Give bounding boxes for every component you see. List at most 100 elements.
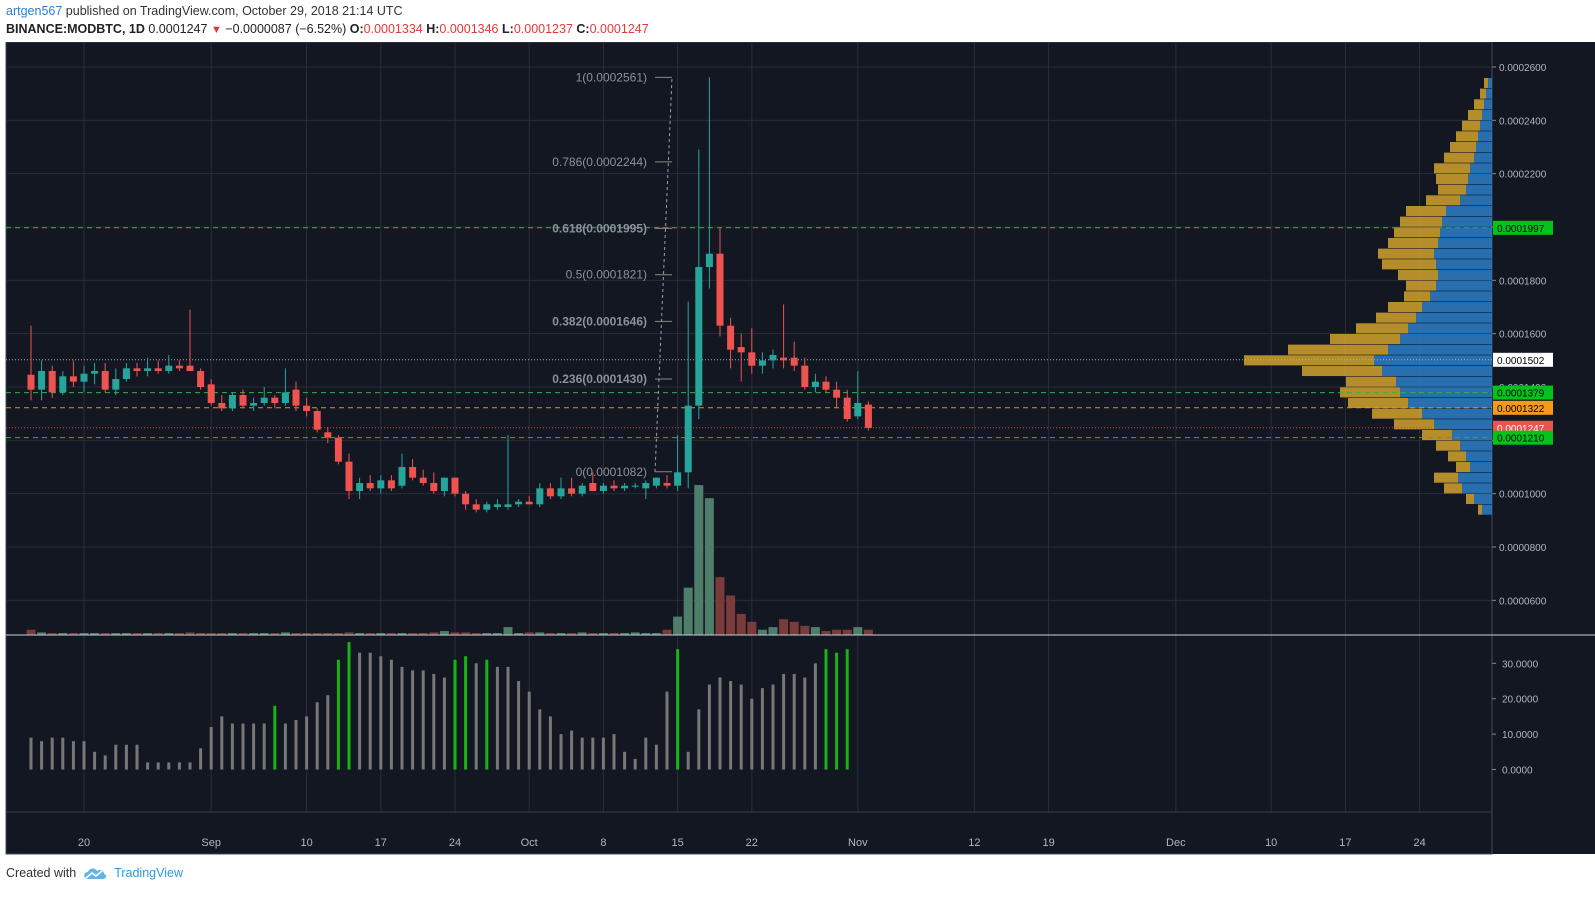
candle-body — [631, 485, 639, 487]
volume-profile-bar — [1394, 419, 1434, 430]
oscillator-bar — [835, 652, 839, 770]
oscillator-bar — [782, 673, 786, 770]
change-value: −0.0000087 (−6.52%) — [225, 22, 347, 36]
x-tick-label: Sep — [201, 837, 221, 849]
volume-profile-bar — [1460, 440, 1492, 451]
tradingview-brand-link[interactable]: TradingView — [114, 866, 183, 880]
volume-bar — [355, 633, 365, 635]
candle-body — [843, 397, 851, 419]
oscillator-bar — [368, 652, 372, 770]
volume-bar — [238, 633, 248, 635]
candle-body — [568, 488, 576, 494]
volume-profile-bar — [1372, 408, 1422, 419]
volume-bar — [683, 587, 693, 635]
oscillator-bar — [389, 659, 393, 770]
volume-profile-bar — [1438, 184, 1466, 195]
oscillator-bar — [570, 730, 574, 770]
oscillator-bar — [633, 758, 637, 770]
volume-profile-bar — [1434, 472, 1458, 483]
volume-bar — [26, 629, 36, 635]
candle-body — [186, 365, 194, 371]
y-tick-label: 0.0001800 — [1499, 276, 1547, 287]
y-tick-label: 0.0001000 — [1499, 490, 1547, 501]
x-tick-label: 17 — [1339, 837, 1351, 849]
candle-body — [769, 355, 777, 361]
low-value: 0.0001237 — [513, 22, 573, 36]
oscillator-bar — [326, 695, 330, 770]
publish-info: artgen567 published on TradingView.com, … — [6, 4, 403, 18]
volume-bar — [132, 633, 142, 635]
volume-profile-bar — [1462, 483, 1492, 494]
volume-bar — [630, 632, 640, 635]
candle-body — [419, 477, 427, 483]
candle-body — [462, 493, 470, 505]
oscillator-bar — [262, 723, 266, 770]
candle-body — [409, 467, 417, 478]
volume-profile-bar — [1434, 163, 1470, 174]
volume-profile-bar — [1466, 451, 1492, 462]
y-tick-label: 0.0001600 — [1499, 330, 1547, 341]
oscillator-bar — [82, 741, 86, 770]
volume-bar — [704, 498, 714, 635]
candle-body — [546, 488, 554, 497]
volume-profile-bar — [1456, 131, 1478, 142]
footer: Created with TradingView — [6, 866, 183, 880]
oscillator-bar — [283, 723, 287, 770]
price-label-bg — [1493, 220, 1553, 235]
volume-bar — [227, 633, 237, 635]
oscillator-bar — [273, 705, 277, 770]
volume-bar — [736, 613, 746, 635]
candle-body — [144, 368, 152, 371]
candle-body — [366, 483, 374, 489]
oscillator-bar — [315, 702, 319, 770]
tradingview-cloud-icon — [84, 868, 107, 879]
candle-body — [154, 368, 162, 371]
oscillator-bar — [358, 652, 362, 770]
x-tick-label: 10 — [1265, 837, 1277, 849]
price-chart[interactable]: 20 Sep 10 17 24 Oct 8 15 22 Nov 12 19 Dec 10 17 24 0.000… — [0, 42, 1595, 858]
volume-bar — [344, 632, 354, 635]
volume-profile-bar — [1458, 472, 1492, 483]
volume-bar — [715, 577, 725, 635]
price-label: 0.0001247 — [1497, 424, 1545, 435]
volume-profile-bar — [1476, 141, 1492, 153]
oscillator-bar — [379, 656, 383, 770]
volume-profile-bar — [1416, 312, 1492, 323]
candle-body — [557, 488, 565, 497]
volume-bar — [492, 633, 502, 635]
y-tick-label: 0.0002200 — [1499, 170, 1547, 181]
osc-tick-label: 20.0000 — [1502, 695, 1539, 706]
candle-body — [822, 381, 830, 390]
candle-body — [790, 357, 798, 366]
volume-bar — [429, 632, 439, 635]
candle-body — [112, 379, 120, 390]
oscillator-bar — [485, 659, 489, 770]
oscillator-bar — [177, 762, 181, 770]
oscillator-bar — [474, 663, 478, 770]
candle-body — [356, 483, 364, 491]
volume-profile-bar — [1446, 205, 1492, 217]
volume-profile-bar — [1400, 333, 1492, 345]
volume-profile-bar — [1482, 504, 1492, 515]
oscillator-bar — [686, 751, 690, 770]
volume-bar — [556, 633, 566, 635]
oscillator-bar — [495, 666, 499, 770]
x-tick-label: 19 — [1042, 837, 1054, 849]
author-link[interactable]: artgen567 — [6, 4, 63, 18]
volume-profile-bar — [1426, 195, 1460, 206]
volume-bar — [217, 633, 227, 635]
volume-bar — [588, 633, 598, 635]
price-label-bg — [1493, 430, 1553, 445]
volume-profile-bar — [1484, 77, 1488, 89]
oscillator-bar — [50, 737, 54, 770]
volume-bar — [206, 633, 216, 635]
candle-body — [218, 403, 226, 409]
candle-body — [493, 504, 501, 507]
fib-level-label: 0.618(0.0001995) — [552, 221, 647, 235]
candle-body — [758, 360, 766, 366]
oscillator-bar — [548, 716, 552, 770]
volume-profile-bar — [1356, 323, 1408, 334]
candle-body — [737, 347, 745, 353]
candle-body — [122, 368, 130, 379]
candle-body — [472, 504, 480, 510]
